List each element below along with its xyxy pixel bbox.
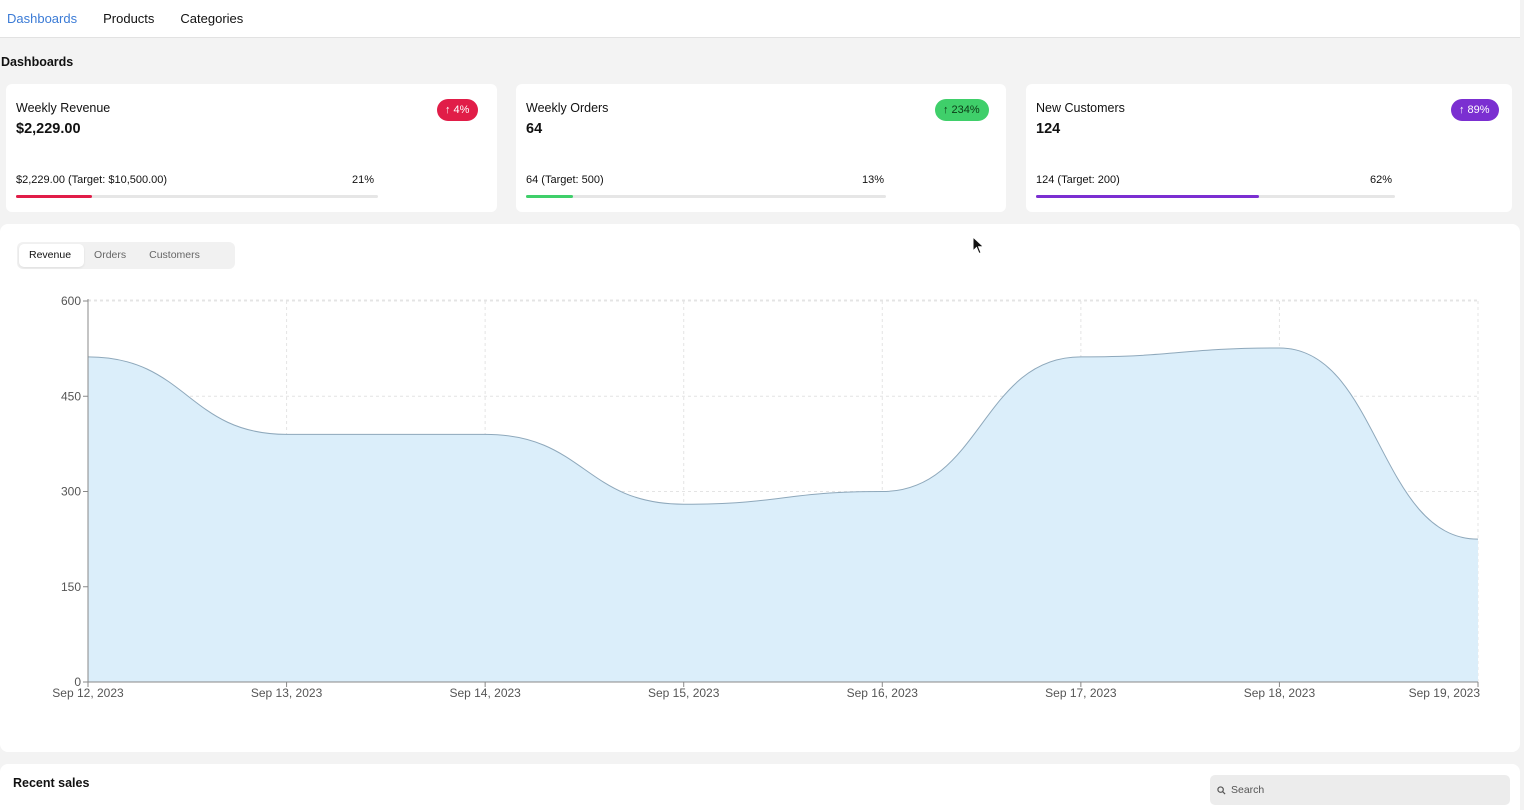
y-tick-label: 450	[61, 389, 81, 403]
tab-revenue[interactable]: Revenue	[19, 244, 85, 267]
y-tick-label: 300	[61, 485, 81, 499]
top-navigation: Dashboards Products Categories	[0, 0, 1520, 38]
progress-track	[526, 195, 886, 198]
y-tick-label: 0	[74, 675, 81, 689]
card-title: New Customers	[1036, 101, 1125, 115]
card-target-text: 124 (Target: 200)	[1036, 174, 1120, 186]
x-tick-label: Sep 15, 2023	[648, 686, 720, 700]
card-title: Weekly Orders	[526, 101, 609, 115]
progress-track	[16, 195, 378, 198]
series-line	[87, 347, 1479, 540]
card-percent: 62%	[1370, 174, 1393, 186]
x-tick-label: Sep 16, 2023	[847, 686, 919, 700]
progress-fill	[526, 195, 573, 198]
section-title: Recent sales	[13, 776, 90, 790]
card-target-text: $2,229.00 (Target: $10,500.00)	[16, 174, 168, 186]
tab-orders[interactable]: Orders	[94, 249, 127, 261]
card-new-customers: New Customers 124 ↑ 89% 124 (Target: 200…	[1026, 84, 1512, 212]
page-title: Dashboards	[1, 55, 74, 69]
card-value: 124	[1036, 121, 1061, 137]
card-value: 64	[526, 121, 543, 137]
card-percent: 21%	[352, 174, 375, 186]
search-icon	[1217, 785, 1226, 795]
chart-tabs: Revenue Orders Customers	[17, 242, 235, 269]
search-input[interactable]	[1231, 784, 1491, 796]
x-tick-label: Sep 17, 2023	[1045, 686, 1117, 700]
card-title: Weekly Revenue	[16, 101, 111, 115]
progress-fill	[1036, 195, 1259, 198]
card-weekly-orders: Weekly Orders 64 ↑ 234% 64 (Target: 500)…	[516, 84, 1006, 212]
progress-fill	[16, 195, 93, 198]
x-tick-label: Sep 18, 2023	[1244, 686, 1316, 700]
tab-customers[interactable]: Customers	[149, 249, 200, 261]
x-tick-label: Sep 12, 2023	[52, 686, 124, 700]
nav-products[interactable]: Products	[103, 10, 155, 26]
card-weekly-revenue: Weekly Revenue $2,229.00 ↑ 4% $2,229.00 …	[6, 84, 497, 212]
progress-track	[1036, 195, 1395, 198]
card-target-text: 64 (Target: 500)	[526, 174, 604, 186]
mouse-cursor-icon	[972, 236, 985, 255]
trend-badge: ↑ 89%	[1451, 99, 1499, 121]
search-box[interactable]	[1210, 775, 1510, 805]
chart-panel: 0 150 300 450 600 Sep 12, 2023 Sep 13, 2023 Sep…	[0, 224, 1520, 752]
x-tick-label: Sep 19, 2023	[1409, 686, 1481, 700]
x-tick-label: Sep 14, 2023	[449, 686, 521, 700]
y-tick-label: 600	[61, 294, 81, 308]
x-tick-label: Sep 13, 2023	[251, 686, 323, 700]
y-tick-label: 150	[61, 580, 81, 594]
recent-sales-panel: Recent sales	[0, 764, 1520, 810]
trend-badge: ↑ 4%	[437, 99, 479, 121]
series-area	[88, 347, 1478, 682]
revenue-area-chart: 0 150 300 450 600 Sep 12, 2023 Sep 13, 2023 Sep…	[52, 294, 1481, 700]
trend-badge: ↑ 234%	[935, 99, 989, 121]
card-value: $2,229.00	[16, 121, 81, 137]
card-percent: 13%	[862, 174, 885, 186]
nav-dashboards[interactable]: Dashboards	[7, 10, 78, 26]
nav-categories[interactable]: Categories	[180, 10, 244, 26]
